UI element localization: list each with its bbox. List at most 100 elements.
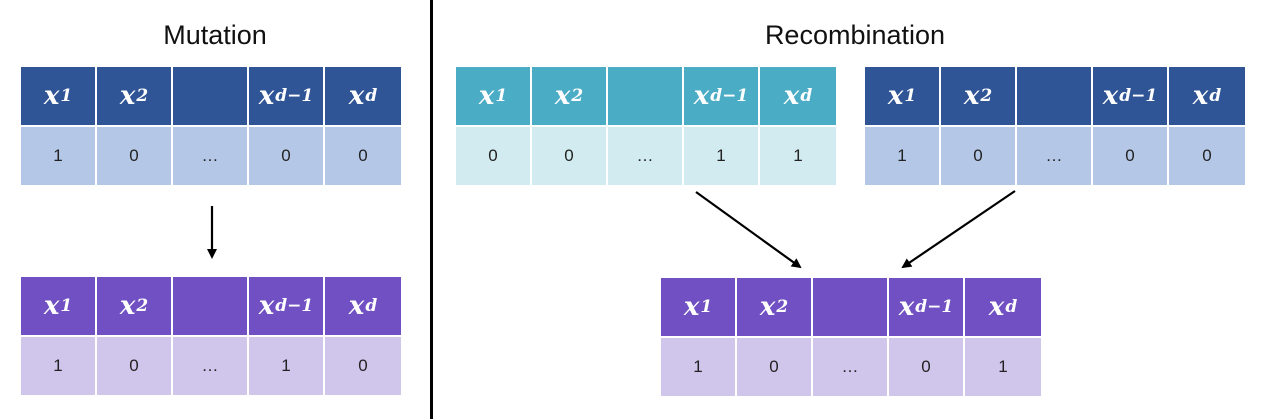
value-cell: …: [813, 338, 889, 396]
variable-subscript: 1: [904, 86, 917, 106]
variable-symbol: x: [258, 81, 275, 111]
variable-symbol: x: [348, 291, 365, 321]
variable-symbol: x: [1192, 81, 1209, 111]
variable-subscript: 1: [60, 86, 73, 106]
variable-symbol: x: [43, 291, 60, 321]
value-cell: …: [173, 337, 249, 395]
variable-symbol: x: [43, 81, 60, 111]
header-cell: x d−1: [1093, 67, 1169, 125]
value-cell: 0: [325, 127, 401, 185]
value-cell: 0: [737, 338, 813, 396]
recomb-arrow-left: [695, 191, 802, 269]
variable-subscript: d: [365, 86, 378, 106]
value-row: 0 0… 1 1: [456, 125, 836, 185]
variable-symbol: x: [554, 81, 571, 111]
variable-subscript: d−1: [275, 296, 314, 316]
section-divider: [430, 0, 433, 419]
variable-symbol: x: [348, 81, 365, 111]
variable-subscript: d−1: [915, 297, 954, 317]
value-cell: …: [173, 127, 249, 185]
variable-subscript: 1: [495, 86, 508, 106]
value-cell: …: [1017, 127, 1093, 185]
value-cell: 1: [965, 338, 1041, 396]
value-cell: 1: [21, 127, 97, 185]
value-cell: 0: [97, 127, 173, 185]
value-cell: 0: [532, 127, 608, 185]
value-row: 1 0… 0 0: [865, 125, 1245, 185]
variable-symbol: x: [759, 292, 776, 322]
variable-symbol: x: [898, 292, 915, 322]
variable-subscript: d: [365, 296, 378, 316]
value-cell: 0: [97, 337, 173, 395]
recomb-parent-2-vector: x 1 x 2 x d−1 x d 1 0… 0 0: [865, 67, 1245, 185]
header-cell: x d−1: [249, 277, 325, 335]
recomb-arrow-right: [901, 190, 1016, 269]
header-cell: [608, 67, 684, 125]
variable-subscript: d: [1005, 297, 1018, 317]
header-row: x 1 x 2 x d−1 x d: [865, 67, 1245, 125]
value-cell: 0: [1093, 127, 1169, 185]
header-cell: [173, 277, 249, 335]
variable-subscript: 2: [776, 297, 789, 317]
variable-symbol: x: [693, 81, 710, 111]
header-row: x 1 x 2 x d−1 x d: [21, 67, 401, 125]
variable-symbol: x: [258, 291, 275, 321]
variable-symbol: x: [963, 81, 980, 111]
value-cell: 0: [456, 127, 532, 185]
variable-subscript: 2: [136, 296, 149, 316]
header-row: x 1 x 2 x d−1 x d: [661, 278, 1041, 336]
value-row: 1 0… 1 0: [21, 335, 401, 395]
variable-symbol: x: [119, 291, 136, 321]
variable-subscript: d−1: [275, 86, 314, 106]
variable-symbol: x: [887, 81, 904, 111]
header-cell: x d−1: [684, 67, 760, 125]
value-cell: 1: [684, 127, 760, 185]
variable-subscript: d: [1209, 86, 1222, 106]
variable-subscript: d: [800, 86, 813, 106]
variable-subscript: d−1: [710, 86, 749, 106]
header-cell: [173, 67, 249, 125]
variable-symbol: x: [683, 292, 700, 322]
value-cell: 1: [21, 337, 97, 395]
value-row: 1 0… 0 1: [661, 336, 1041, 396]
header-cell: [813, 278, 889, 336]
variable-subscript: d−1: [1119, 86, 1158, 106]
mutation-parent-vector: x 1 x 2 x d−1 x d 1 0… 0 0: [21, 67, 401, 185]
value-cell: 0: [889, 338, 965, 396]
value-cell: 0: [249, 127, 325, 185]
value-cell: 1: [865, 127, 941, 185]
header-cell: x d−1: [889, 278, 965, 336]
header-cell: [1017, 67, 1093, 125]
variable-symbol: x: [1102, 81, 1119, 111]
header-cell: x d−1: [249, 67, 325, 125]
variable-subscript: 2: [571, 86, 584, 106]
value-row: 1 0… 0 0: [21, 125, 401, 185]
variable-subscript: 2: [136, 86, 149, 106]
recomb-parent-1-vector: x 1 x 2 x d−1 x d 0 0… 1 1: [456, 67, 836, 185]
value-cell: 0: [325, 337, 401, 395]
recomb-child-vector: x 1 x 2 x d−1 x d 1 0… 0 1: [661, 278, 1041, 396]
recombination-title: Recombination: [764, 20, 946, 50]
mutation-title: Mutation: [163, 20, 267, 50]
value-cell: 1: [249, 337, 325, 395]
variable-subscript: 1: [700, 297, 713, 317]
value-cell: 0: [1169, 127, 1245, 185]
variable-symbol: x: [119, 81, 136, 111]
value-cell: …: [608, 127, 684, 185]
variable-symbol: x: [783, 81, 800, 111]
variable-subscript: 1: [60, 296, 73, 316]
